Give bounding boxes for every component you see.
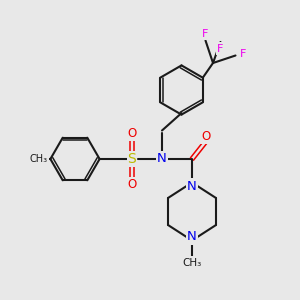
Text: O: O: [201, 130, 210, 143]
Text: F: F: [202, 29, 209, 39]
Text: O: O: [128, 178, 136, 191]
Text: S: S: [128, 152, 136, 166]
Text: F: F: [217, 44, 223, 54]
Text: CH₃: CH₃: [182, 257, 202, 268]
Text: CH₃: CH₃: [30, 154, 48, 164]
Text: O: O: [128, 127, 136, 140]
Text: F: F: [240, 49, 246, 59]
Text: N: N: [157, 152, 167, 166]
Text: N: N: [187, 230, 197, 244]
Text: N: N: [187, 179, 197, 193]
